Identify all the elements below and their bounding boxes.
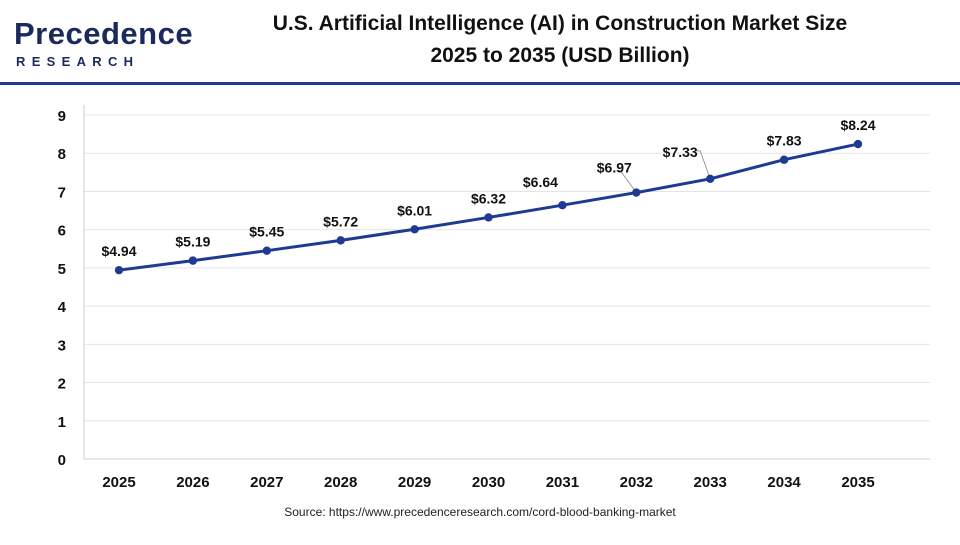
data-point (706, 174, 715, 184)
data-label: $8.24 (840, 117, 875, 133)
data-point (558, 201, 567, 210)
series-line (118, 142, 859, 272)
chart-area: 0 1 2 3 4 5 6 7 8 9 2025 2026 2027 2028 2029 2030 2031 20… (0, 85, 960, 540)
x-tick-label: 2033 (694, 474, 727, 491)
y-tick-label: 9 (58, 108, 66, 125)
data-label: $5.72 (323, 213, 358, 229)
y-tick-label: 3 (58, 337, 66, 354)
logo-subtext: RESEARCH (16, 54, 140, 69)
data-label: $7.33 (663, 144, 698, 160)
data-label: $4.94 (101, 243, 136, 259)
y-tick-label: 0 (58, 452, 66, 469)
data-point (632, 188, 641, 197)
label-leader-line (696, 150, 711, 179)
data-point (853, 139, 863, 149)
header: Precedence RESEARCH U.S. Artificial Inte… (0, 0, 960, 82)
y-tick-label: 2 (58, 376, 66, 393)
chart-title-line-2: 2025 to 2035 (USD Billion) (430, 44, 690, 67)
x-tick-label: 2035 (841, 474, 874, 491)
brand-logo: Precedence RESEARCH (14, 14, 193, 70)
x-tick-label: 2025 (102, 474, 135, 491)
x-tick-label: 2028 (324, 474, 357, 491)
data-label: $6.97 (597, 160, 632, 176)
header-divider (0, 82, 960, 85)
data-label: $6.64 (523, 174, 558, 190)
x-tick-label: 2031 (546, 474, 579, 491)
y-tick-label: 1 (58, 414, 66, 431)
data-label: $6.32 (471, 190, 506, 206)
x-tick-label: 2026 (176, 474, 209, 491)
data-point (262, 246, 271, 255)
data-point (410, 225, 419, 234)
label-leader-line (616, 170, 637, 193)
x-tick-label: 2029 (398, 474, 431, 491)
data-label: $5.19 (175, 234, 210, 250)
data-label: $7.83 (767, 133, 802, 149)
data-point (779, 155, 789, 164)
x-tick-label: 2034 (767, 474, 801, 491)
y-tick-label: 8 (58, 146, 66, 163)
data-label: $5.45 (249, 224, 284, 240)
data-point (484, 213, 493, 222)
chart-title-line-1: U.S. Artificial Intelligence (AI) in Con… (272, 12, 848, 35)
data-point (336, 236, 345, 245)
y-tick-label: 4 (58, 299, 67, 316)
y-tick-label: 5 (58, 261, 66, 278)
data-point (188, 256, 198, 265)
source-note: Source: https://www.precedenceresearch.c… (284, 505, 676, 519)
x-tick-label: 2027 (250, 474, 283, 491)
line-chart: 0 1 2 3 4 5 6 7 8 9 2025 2026 2027 2028 2029 2030 2031 20… (58, 105, 930, 491)
x-tick-label: 2032 (620, 474, 653, 491)
x-tick-label: 2030 (472, 474, 505, 491)
data-point (114, 265, 124, 275)
logo-wordmark: Precedence (14, 16, 194, 51)
data-label: $6.01 (397, 202, 432, 218)
y-tick-label: 6 (58, 223, 66, 240)
y-tick-label: 7 (58, 184, 66, 201)
